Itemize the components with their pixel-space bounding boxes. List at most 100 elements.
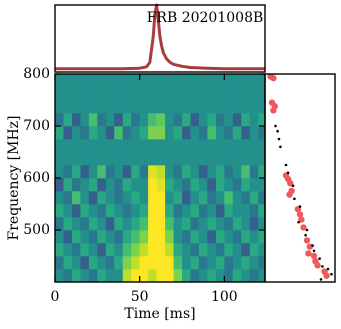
heatmap-cell bbox=[182, 191, 191, 205]
heatmap-cell bbox=[131, 178, 140, 192]
heatmap-cell bbox=[80, 139, 90, 153]
heatmap-cell bbox=[80, 204, 90, 218]
heatmap-cell bbox=[173, 139, 183, 153]
heatmap-cell bbox=[215, 178, 225, 192]
heatmap-cell bbox=[97, 87, 107, 101]
scatter-point bbox=[312, 249, 316, 253]
heatmap-cell bbox=[139, 256, 149, 270]
heatmap-cell bbox=[71, 230, 81, 244]
heatmap-cell bbox=[105, 126, 115, 140]
heatmap-cell bbox=[241, 165, 251, 179]
heatmap-cell bbox=[232, 269, 242, 283]
heatmap-cell bbox=[190, 126, 200, 140]
heatmap-cell bbox=[224, 230, 234, 244]
heatmap-cell bbox=[105, 178, 115, 192]
heatmap-cell bbox=[105, 204, 115, 218]
heatmap-cell bbox=[224, 243, 234, 257]
heatmap-cell bbox=[80, 217, 90, 231]
heatmap-cell bbox=[190, 139, 200, 153]
heatmap-cell bbox=[71, 243, 81, 257]
heatmap-cell bbox=[114, 165, 124, 179]
heatmap-cell bbox=[122, 204, 132, 218]
heatmap-cell bbox=[258, 100, 266, 114]
heatmap-cell bbox=[71, 126, 81, 140]
heatmap-cell bbox=[71, 74, 81, 88]
heatmap-cell bbox=[198, 243, 208, 257]
heatmap-cell bbox=[88, 126, 98, 140]
heatmap-cell bbox=[88, 230, 98, 244]
scatter-point bbox=[306, 243, 313, 250]
scatter-point bbox=[319, 278, 323, 281]
x-axis-label: Time [ms] bbox=[124, 306, 195, 322]
heatmap-cell bbox=[249, 165, 259, 179]
heatmap-cell bbox=[55, 243, 64, 257]
heatmap-cell bbox=[71, 178, 81, 192]
heatmap-cell bbox=[122, 152, 132, 166]
heatmap-cell bbox=[215, 230, 225, 244]
heatmap-cell bbox=[173, 100, 183, 114]
heatmap-cell bbox=[80, 87, 90, 101]
heatmap-cell bbox=[258, 178, 266, 192]
heatmap-cell bbox=[122, 243, 132, 257]
heatmap-cell bbox=[114, 217, 124, 231]
heatmap-cell bbox=[198, 230, 208, 244]
heatmap-cell bbox=[215, 152, 225, 166]
heatmap-cell bbox=[232, 230, 242, 244]
heatmap-cell bbox=[224, 100, 234, 114]
heatmap-cell bbox=[207, 191, 217, 205]
heatmap-cell bbox=[114, 139, 124, 153]
heatmap-cell bbox=[224, 74, 234, 88]
scatter-point bbox=[311, 244, 314, 247]
heatmap-cell bbox=[156, 204, 166, 218]
heatmap-cell bbox=[165, 87, 174, 101]
heatmap-cell bbox=[173, 243, 183, 257]
heatmap-cell bbox=[258, 113, 266, 127]
heatmap-cell bbox=[80, 100, 90, 114]
x-tick-label: 0 bbox=[51, 289, 60, 305]
heatmap-cell bbox=[156, 243, 166, 257]
heatmap-cell bbox=[148, 100, 157, 114]
heatmap-cell bbox=[55, 256, 64, 270]
heatmap-cell bbox=[97, 178, 107, 192]
scatter-point bbox=[310, 252, 318, 260]
heatmap-cell bbox=[148, 87, 157, 101]
heatmap-cell bbox=[224, 191, 234, 205]
heatmap-cell bbox=[156, 113, 166, 127]
heatmap-cell bbox=[232, 152, 242, 166]
heatmap-cell bbox=[232, 87, 242, 101]
scatter-point bbox=[284, 163, 288, 167]
heatmap-cell bbox=[232, 217, 242, 231]
heatmap-cell bbox=[122, 139, 132, 153]
heatmap-cell bbox=[63, 191, 73, 205]
heatmap-cell bbox=[190, 269, 200, 283]
heatmap-cell bbox=[122, 256, 132, 270]
heatmap-cell bbox=[215, 256, 225, 270]
profile-line bbox=[55, 3, 265, 71]
heatmap-cell bbox=[88, 139, 98, 153]
heatmap-cell bbox=[71, 165, 81, 179]
heatmap-cell bbox=[139, 74, 149, 88]
heatmap-cell bbox=[63, 139, 73, 153]
heatmap-cell bbox=[139, 204, 149, 218]
heatmap-cell bbox=[232, 256, 242, 270]
heatmap-cell bbox=[258, 139, 266, 153]
scatter-point bbox=[293, 197, 296, 201]
heatmap-cell bbox=[232, 165, 242, 179]
heatmap-cell bbox=[173, 178, 183, 192]
heatmap-cell bbox=[156, 152, 166, 166]
heatmap-cell bbox=[258, 243, 266, 257]
heatmap-cell bbox=[63, 87, 73, 101]
heatmap-cell bbox=[173, 126, 183, 140]
heatmap-cell bbox=[165, 178, 174, 192]
heatmap-cell bbox=[97, 126, 107, 140]
heatmap-cell bbox=[198, 126, 208, 140]
heatmap-cell bbox=[148, 178, 157, 192]
scatter-point bbox=[300, 224, 307, 231]
heatmap-cell bbox=[139, 178, 149, 192]
heatmap-cell bbox=[122, 126, 132, 140]
heatmap-cell bbox=[190, 74, 200, 88]
heatmap-cell bbox=[80, 74, 90, 88]
heatmap-cell bbox=[105, 256, 115, 270]
heatmap-cell bbox=[215, 204, 225, 218]
